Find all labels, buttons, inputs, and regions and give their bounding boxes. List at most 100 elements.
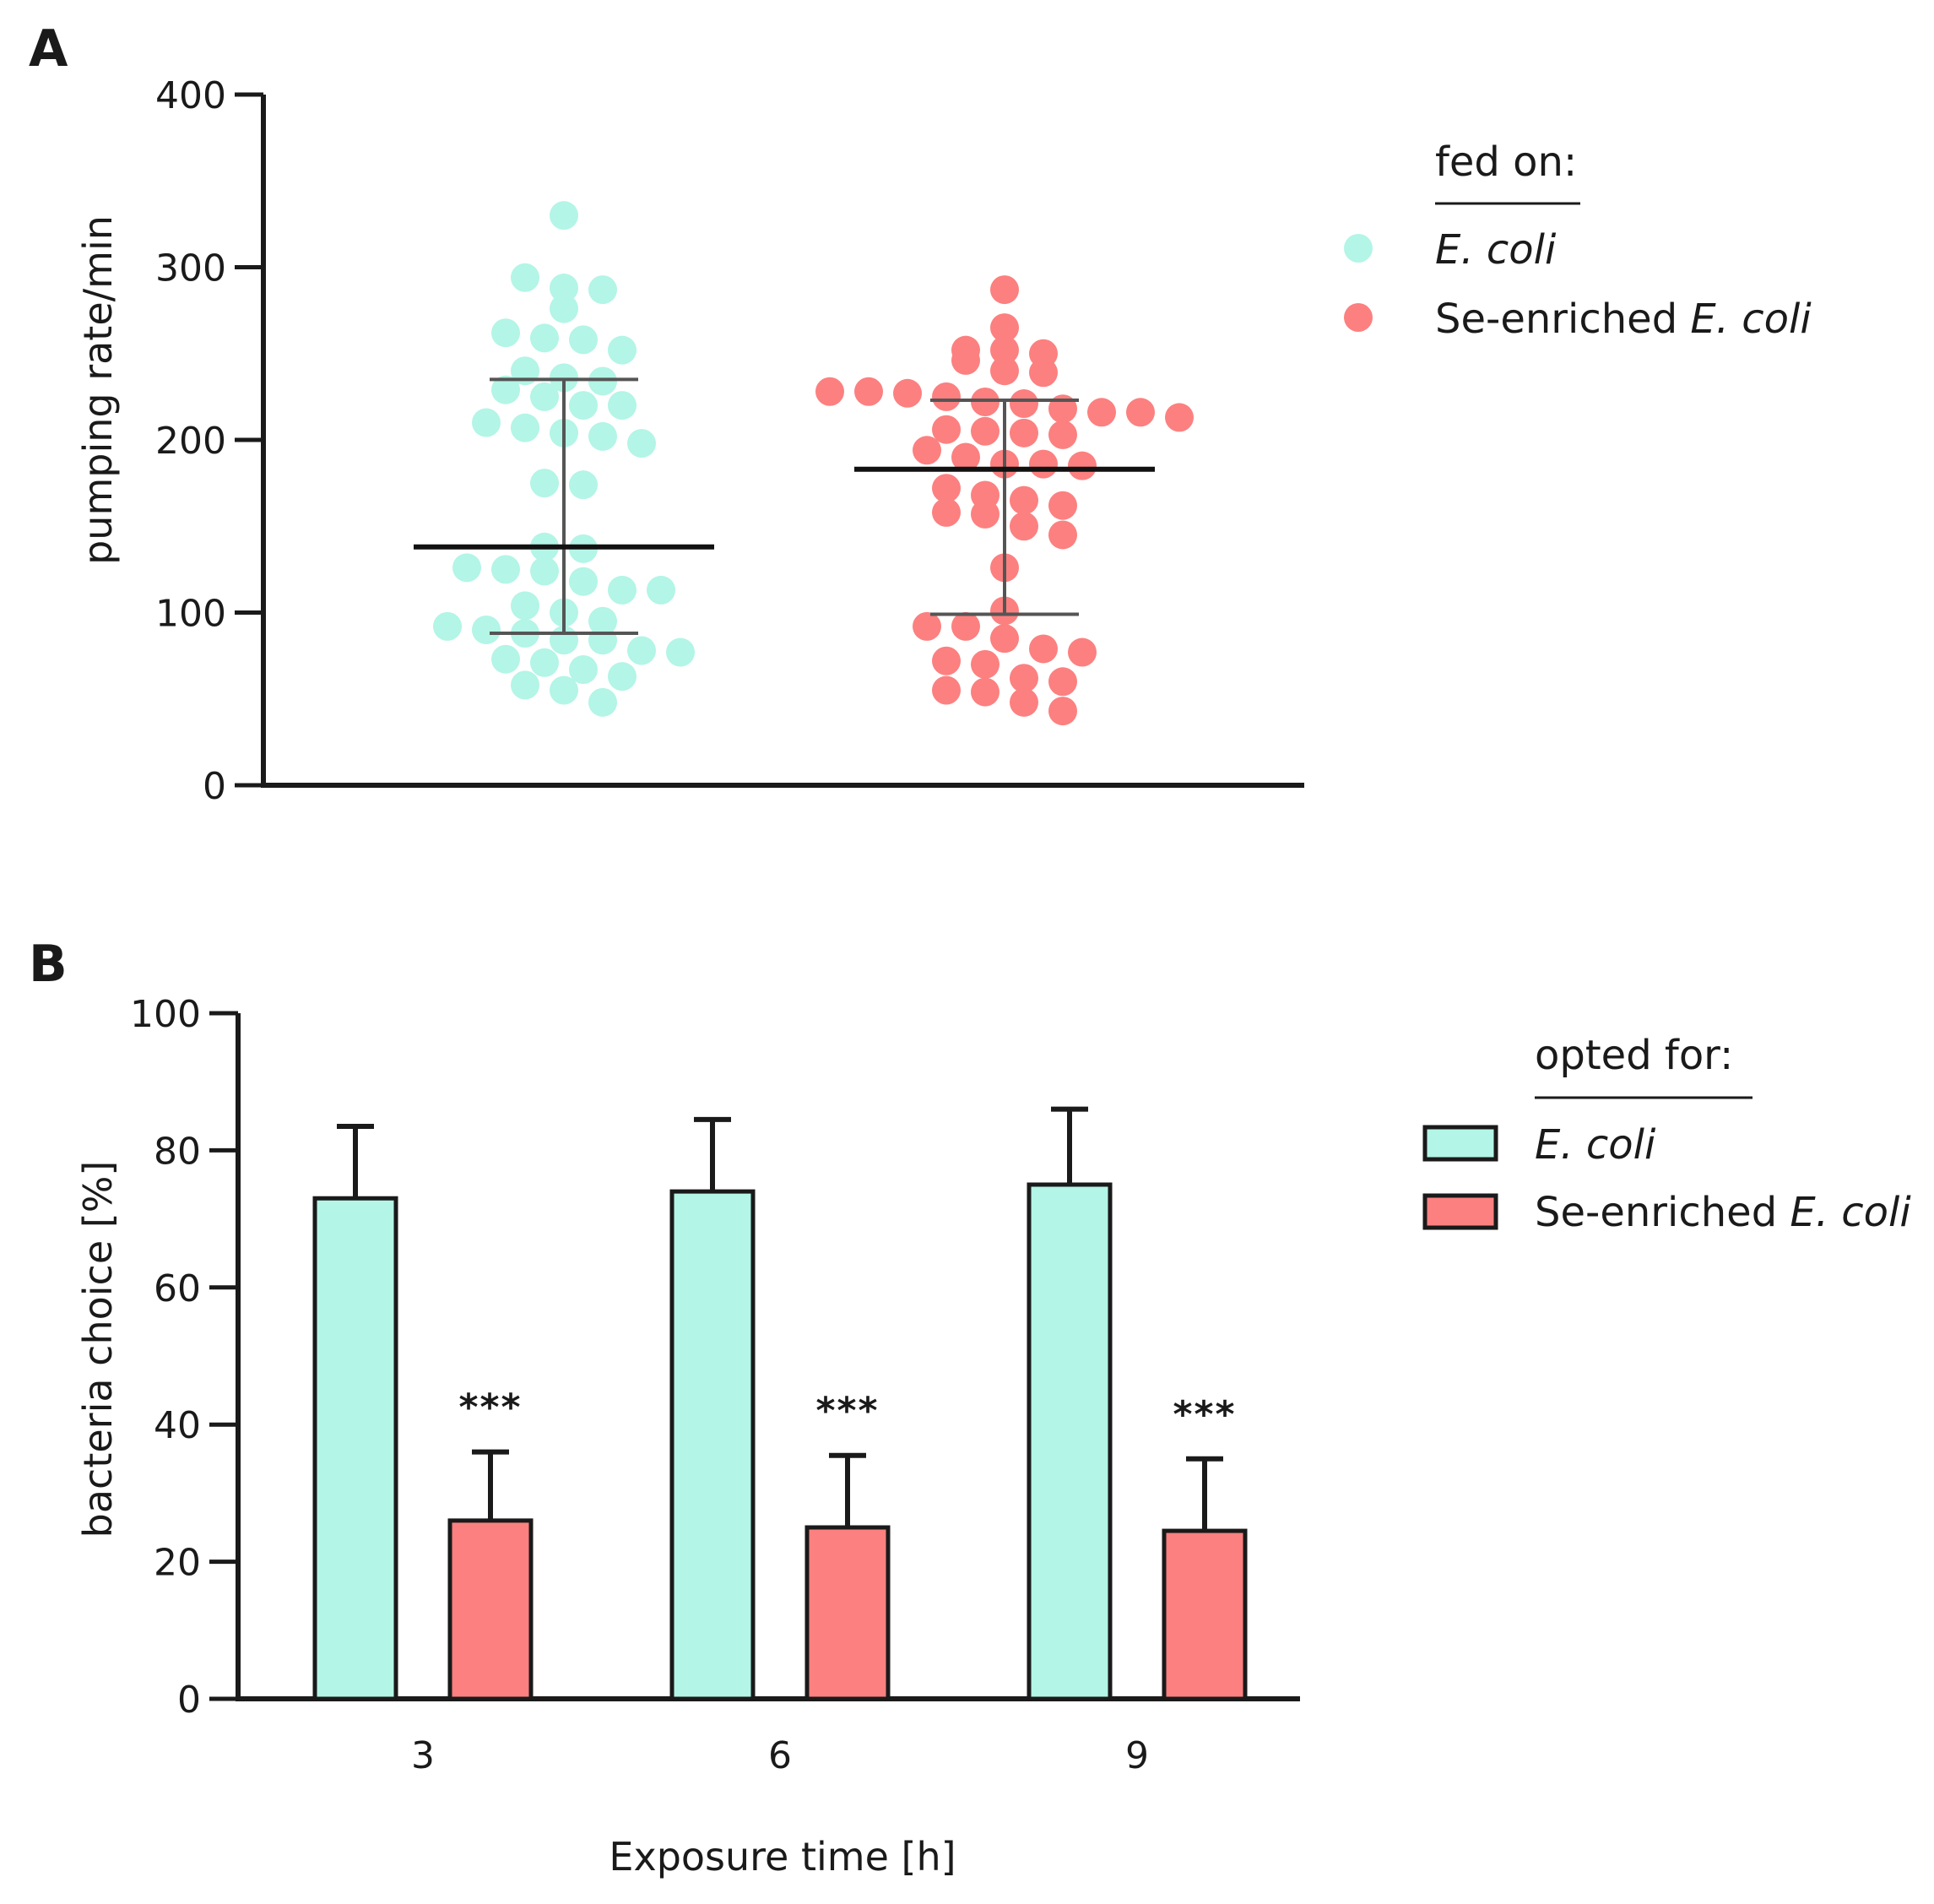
panel-a-legend-marker-ecoli — [1344, 234, 1373, 263]
se-ecoli-point — [1010, 389, 1038, 419]
panel-b-legend-swatch-ecoli — [1422, 1125, 1498, 1162]
ecoli-point — [588, 606, 617, 636]
ecoli-point — [588, 366, 617, 396]
se-ecoli-point — [1165, 403, 1194, 432]
se-ecoli-bar — [447, 1518, 534, 1701]
se-ecoli-point — [932, 415, 961, 444]
se-ecoli-point — [932, 646, 961, 675]
se-ecoli-point — [1010, 687, 1038, 717]
panel-b-y-tick-label: 20 — [154, 1542, 201, 1585]
panel-a-legend-marker-se-ecoli — [1344, 303, 1373, 332]
panel-b-y-tick-label: 60 — [154, 1267, 201, 1310]
se-ecoli-point — [893, 378, 922, 408]
se-ecoli-point — [932, 497, 961, 527]
significance-annotation: *** — [458, 1386, 522, 1429]
panel-b-legend-swatch-se-ecoli — [1422, 1193, 1498, 1230]
se-ecoli-bar — [1162, 1528, 1248, 1701]
panel-b-x-tick-label: 6 — [768, 1734, 792, 1777]
panel-b-y-tick-label: 40 — [154, 1404, 201, 1447]
se-ecoli-point — [951, 611, 980, 641]
se-ecoli-point — [990, 313, 1019, 343]
panel-a-y-tick-label: 0 — [203, 765, 226, 808]
se-ecoli-point — [932, 675, 961, 705]
se-ecoli-point — [913, 436, 941, 465]
panel-b-x-axis-title: Exposure time [h] — [609, 1834, 956, 1880]
ecoli-point — [550, 274, 578, 303]
panel-b-y-tick-label: 100 — [130, 993, 201, 1036]
se-ecoli-point — [1087, 398, 1116, 427]
ecoli-point — [511, 263, 539, 292]
ecoli-point — [491, 375, 520, 404]
ecoli-point — [491, 644, 520, 674]
ecoli-point — [608, 575, 637, 605]
panel-b-y-axis-title: bacteria choice [%] — [75, 1161, 121, 1538]
panel-a-legend-label-ecoli: E. coli — [1435, 226, 1557, 274]
se-ecoli-point — [1048, 520, 1077, 550]
se-ecoli-point — [990, 275, 1019, 305]
se-ecoli-point — [815, 377, 844, 406]
panel-a-y-ticks: 0 100 200 300 400 — [155, 74, 263, 808]
ecoli-point — [550, 201, 578, 231]
panel-b-legend-label-ecoli: E. coli — [1535, 1121, 1656, 1169]
panel-b-x-tick-label: 9 — [1125, 1734, 1149, 1777]
ecoli-point — [588, 421, 617, 451]
panel-b-y-ticks: 0 20 40 60 80 100 — [130, 993, 238, 1722]
panel-a-points — [433, 201, 1194, 726]
ecoli-point — [491, 555, 520, 584]
ecoli-point — [608, 391, 637, 420]
panel-a-legend: fed on: E. coli Se-enriched E. coli — [1344, 138, 1812, 343]
se-ecoli-point — [951, 335, 980, 365]
panel-a-median-iqr — [414, 377, 1155, 636]
ecoli-point — [569, 567, 598, 596]
panel-a-axes — [261, 95, 1304, 788]
ecoli-point — [530, 469, 559, 498]
panel-b-legend-label-se-ecoli: Se-enriched E. coli — [1535, 1189, 1911, 1236]
panel-b-bars: *** *** *** — [312, 1106, 1248, 1701]
ecoli-point — [550, 675, 578, 705]
se-ecoli-point — [1068, 451, 1097, 480]
se-ecoli-bar — [804, 1525, 891, 1701]
se-ecoli-point — [990, 624, 1019, 654]
panel-a-y-tick-label: 200 — [155, 420, 226, 463]
panel-a-label: A — [29, 19, 68, 79]
ecoli-point — [491, 318, 520, 348]
panel-a-y-tick-label: 400 — [155, 74, 226, 117]
panel-b-legend-title: opted for: — [1535, 1032, 1733, 1079]
ecoli-point — [666, 637, 695, 667]
se-ecoli-point — [932, 382, 961, 411]
se-ecoli-point — [1048, 667, 1077, 697]
ecoli-point — [530, 323, 559, 353]
panel-a-legend-title: fed on: — [1435, 138, 1577, 186]
se-ecoli-point — [951, 442, 980, 472]
ecoli-point — [627, 429, 656, 458]
se-ecoli-point — [971, 677, 1000, 707]
ecoli-point — [530, 382, 559, 411]
ecoli-point — [608, 335, 637, 365]
ecoli-point — [588, 275, 617, 305]
se-ecoli-point — [1010, 485, 1038, 515]
ecoli-point — [511, 591, 539, 621]
se-ecoli-point — [971, 416, 1000, 446]
ecoli-bar — [312, 1196, 398, 1701]
ecoli-point — [530, 556, 559, 586]
panel-b-y-tick-label: 80 — [154, 1130, 201, 1173]
significance-annotation: *** — [1173, 1393, 1236, 1436]
ecoli-bar — [1027, 1182, 1113, 1701]
ecoli-point — [433, 611, 462, 641]
se-ecoli-point — [1048, 420, 1077, 449]
se-ecoli-point — [913, 611, 941, 641]
ecoli-point — [569, 391, 598, 420]
ecoli-point — [511, 670, 539, 700]
ecoli-point — [627, 636, 656, 665]
ecoli-point — [530, 648, 559, 677]
se-ecoli-point — [971, 480, 1000, 510]
ecoli-point — [569, 470, 598, 500]
se-ecoli-point — [1010, 512, 1038, 541]
panel-b-axes — [236, 1013, 1300, 1701]
ecoli-point — [511, 413, 539, 442]
se-ecoli-point — [990, 356, 1019, 386]
significance-annotation: *** — [815, 1390, 879, 1433]
ecoli-point — [569, 325, 598, 355]
ecoli-point — [452, 553, 481, 583]
